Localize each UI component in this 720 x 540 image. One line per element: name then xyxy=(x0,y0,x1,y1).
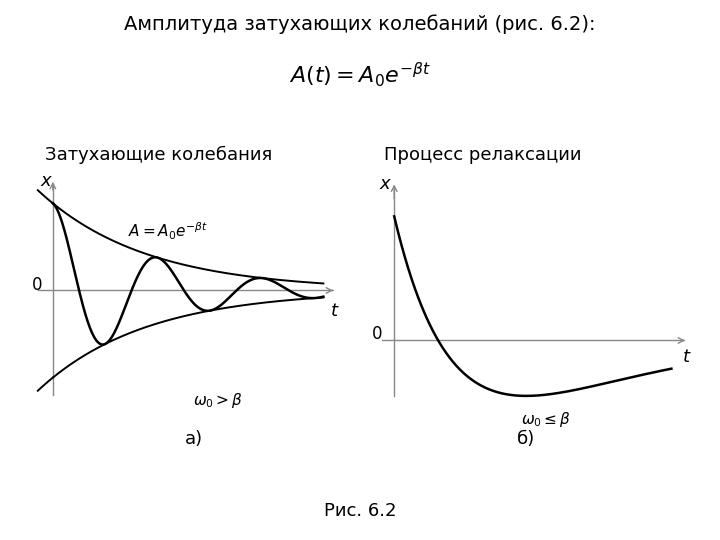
Text: Процесс релаксации: Процесс релаксации xyxy=(384,146,581,164)
Text: $t$: $t$ xyxy=(330,302,340,320)
Text: $A = A_0 e^{-\beta t}$: $A = A_0 e^{-\beta t}$ xyxy=(128,220,208,242)
Text: Рис. 6.2: Рис. 6.2 xyxy=(324,503,396,521)
Text: Затухающие колебания: Затухающие колебания xyxy=(45,146,272,164)
Text: $\omega_0 > \beta$: $\omega_0 > \beta$ xyxy=(193,391,243,410)
Text: $x$: $x$ xyxy=(379,175,392,193)
Text: а): а) xyxy=(185,430,204,448)
Text: $x$: $x$ xyxy=(40,172,53,190)
Text: $0$: $0$ xyxy=(31,276,42,294)
Text: $A(t)= A_0 e^{-\beta t}$: $A(t)= A_0 e^{-\beta t}$ xyxy=(289,60,431,89)
Text: $0$: $0$ xyxy=(371,325,382,343)
Text: Амплитуда затухающих колебаний (рис. 6.2):: Амплитуда затухающих колебаний (рис. 6.2… xyxy=(125,14,595,34)
Text: $\omega_0 \leq \beta$: $\omega_0 \leq \beta$ xyxy=(521,410,571,429)
Text: б): б) xyxy=(516,430,535,448)
Text: $t$: $t$ xyxy=(682,348,691,366)
